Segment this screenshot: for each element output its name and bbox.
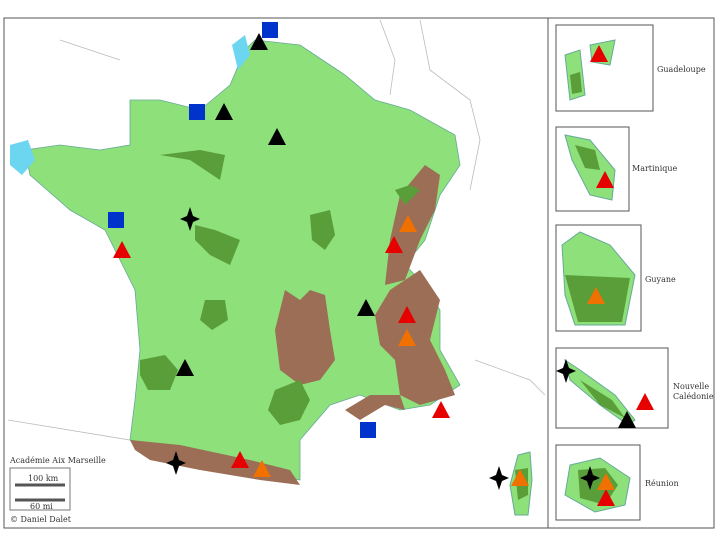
triangle-marker	[268, 128, 286, 145]
inset-label: Réunion	[645, 479, 679, 488]
inset-label: Martinique	[632, 164, 678, 173]
triangle-marker	[597, 489, 615, 506]
markers	[108, 22, 654, 506]
star-marker	[180, 207, 200, 231]
legend-box	[9, 467, 71, 511]
triangle-marker	[590, 45, 608, 62]
triangle-marker	[596, 171, 614, 188]
triangle-marker	[398, 329, 416, 346]
triangle-marker	[253, 460, 271, 477]
triangle-marker	[385, 236, 403, 253]
forests	[140, 150, 420, 425]
credit: © Daniel Dalet	[10, 515, 72, 524]
triangle-marker	[398, 306, 416, 323]
triangle-marker	[618, 411, 636, 428]
square-marker	[360, 422, 376, 438]
square-marker	[189, 104, 205, 120]
star-marker	[489, 466, 509, 490]
triangle-marker	[432, 401, 450, 418]
water	[10, 35, 250, 175]
triangle-marker	[113, 241, 131, 258]
source: Académie Aix Marseille	[9, 456, 106, 465]
triangle-marker	[231, 451, 249, 468]
inset-label: Nouvelle	[673, 382, 709, 391]
star-marker	[580, 466, 600, 490]
star-marker	[166, 451, 186, 475]
inset-label: Calédonie	[673, 392, 714, 401]
triangle-marker	[399, 215, 417, 232]
triangle-marker	[215, 103, 233, 120]
inset-label: Guadeloupe	[657, 65, 706, 74]
triangle-marker	[176, 359, 194, 376]
square-marker	[108, 212, 124, 228]
triangle-marker	[597, 473, 615, 490]
inset-label: Guyane	[645, 275, 676, 284]
scale-mi: 60 mi	[30, 502, 53, 511]
frame	[3, 17, 715, 529]
triangle-marker	[250, 33, 268, 50]
scale-km: 100 km	[28, 474, 59, 483]
triangle-marker	[511, 469, 529, 486]
star-marker	[556, 359, 576, 383]
square-marker	[262, 22, 278, 38]
triangle-marker	[357, 299, 375, 316]
triangle-marker	[587, 287, 605, 304]
triangle-marker	[636, 393, 654, 410]
border-lines	[7, 19, 546, 441]
